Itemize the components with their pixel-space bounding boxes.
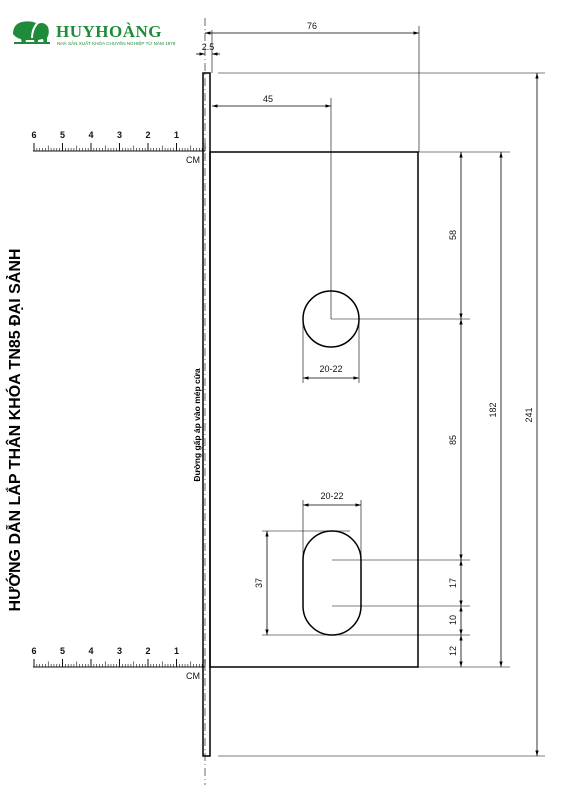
ruler-bottom: 6 5 4 3 2 1 CM (31, 646, 206, 681)
dimension-lines (196, 31, 539, 756)
ruler-ticks (33, 659, 206, 667)
ruler-number: 2 (145, 130, 150, 140)
lock-plate (209, 151, 419, 668)
dim-center-offset: 45 (263, 94, 273, 104)
ruler-unit: CM (186, 155, 200, 165)
brand-tagline: NHÀ SẢN XUẤT KHÓA CHUYÊN NGHIỆP TỪ NĂM 1… (57, 39, 176, 46)
ruler-number: 6 (31, 130, 36, 140)
page-title: HƯỚNG DẪN LẮP THÂN KHÓA TN85 ĐẠI SẢNH (5, 249, 24, 612)
ruler-top: 6 5 4 3 2 1 CM (31, 130, 206, 165)
ruler-number: 1 (174, 130, 179, 140)
ruler-number: 1 (174, 646, 179, 656)
edge-label: Đường gấp áp vào mép cửa (192, 368, 202, 482)
ruler-unit: CM (186, 671, 200, 681)
extension-lines (211, 26, 545, 757)
dim-hole-diameter: 20-22 (319, 364, 342, 374)
dim-plate-height: 182 (488, 402, 498, 417)
brand-name: HUYHOÀNG (56, 22, 162, 41)
brand-logo: HUYHOÀNG NHÀ SẢN XUẤT KHÓA CHUYÊN NGHIỆP… (13, 21, 176, 46)
dim-total-height: 241 (524, 407, 534, 422)
handle-slot (302, 530, 362, 636)
ruler-number: 2 (145, 646, 150, 656)
dim-slot-bottom: 10 (448, 615, 458, 625)
ruler-number: 6 (31, 646, 36, 656)
dim-total-width: 76 (307, 21, 317, 31)
dim-hole-spacing: 85 (448, 435, 458, 445)
ruler-number: 4 (88, 646, 93, 656)
ruler-number: 3 (117, 130, 122, 140)
ruler-number: 5 (60, 130, 65, 140)
elephant-icon (13, 21, 50, 44)
edge-strip (202, 72, 211, 757)
dim-slot-inner: 17 (448, 578, 458, 588)
dim-slot-height: 37 (254, 578, 264, 588)
ruler-number: 3 (117, 646, 122, 656)
dim-slot-width: 20-22 (320, 491, 343, 501)
dim-top-to-hole: 58 (448, 230, 458, 240)
ruler-number: 4 (88, 130, 93, 140)
ruler-number: 5 (60, 646, 65, 656)
dim-flange: 2.5 (202, 42, 215, 52)
dim-bottom-margin: 12 (448, 646, 458, 656)
ruler-ticks (33, 143, 206, 151)
